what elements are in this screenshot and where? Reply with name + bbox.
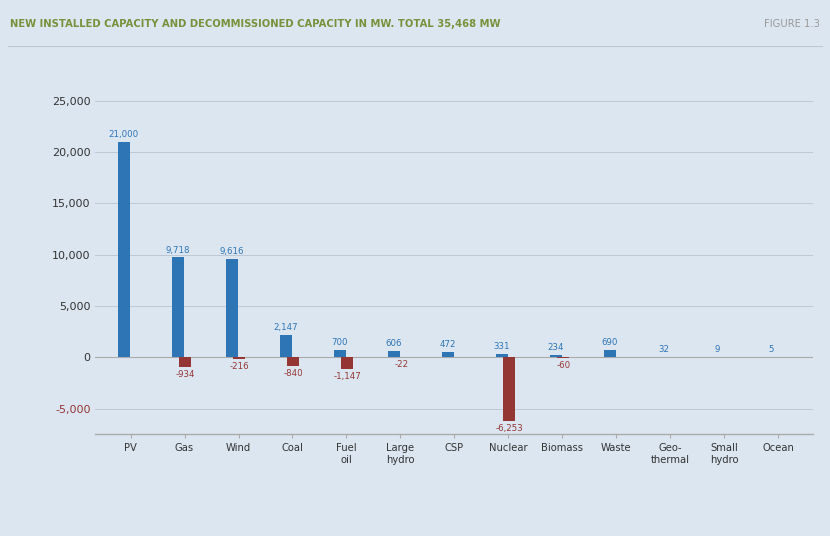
Text: 234: 234 [548, 343, 564, 352]
Bar [280, 335, 291, 357]
Text: -934: -934 [176, 370, 195, 378]
Text: 9,718: 9,718 [165, 245, 190, 255]
Bar [557, 357, 569, 358]
Bar [549, 355, 562, 357]
Bar [603, 350, 616, 357]
Text: FIGURE 1.3: FIGURE 1.3 [764, 19, 820, 29]
Text: 472: 472 [439, 340, 456, 349]
Text: -22: -22 [394, 360, 408, 369]
Bar [334, 350, 345, 357]
Text: 606: 606 [385, 339, 402, 348]
Bar [179, 357, 191, 367]
Text: 2,147: 2,147 [273, 323, 298, 332]
Bar [118, 142, 129, 357]
Text: -6,253: -6,253 [496, 424, 523, 433]
Bar [287, 357, 300, 366]
Bar [226, 258, 237, 357]
Text: 690: 690 [602, 338, 618, 347]
Bar [341, 357, 354, 369]
Text: 331: 331 [493, 342, 510, 351]
Text: 5: 5 [769, 345, 774, 354]
Bar [172, 257, 183, 357]
Text: 9: 9 [715, 345, 720, 354]
Text: 9,616: 9,616 [219, 247, 244, 256]
Bar [442, 352, 454, 357]
Text: -1,147: -1,147 [334, 372, 361, 381]
Text: 21,000: 21,000 [109, 130, 139, 139]
Text: 700: 700 [331, 338, 348, 347]
Text: -60: -60 [556, 361, 570, 370]
Text: -216: -216 [230, 362, 249, 371]
Text: NEW INSTALLED CAPACITY AND DECOMMISSIONED CAPACITY IN MW. TOTAL 35,468 MW: NEW INSTALLED CAPACITY AND DECOMMISSIONE… [10, 19, 500, 29]
Text: -840: -840 [284, 369, 303, 378]
Text: 32: 32 [658, 345, 669, 354]
Bar [388, 351, 399, 357]
Bar [233, 357, 245, 360]
Bar [496, 354, 508, 357]
Bar [503, 357, 515, 421]
